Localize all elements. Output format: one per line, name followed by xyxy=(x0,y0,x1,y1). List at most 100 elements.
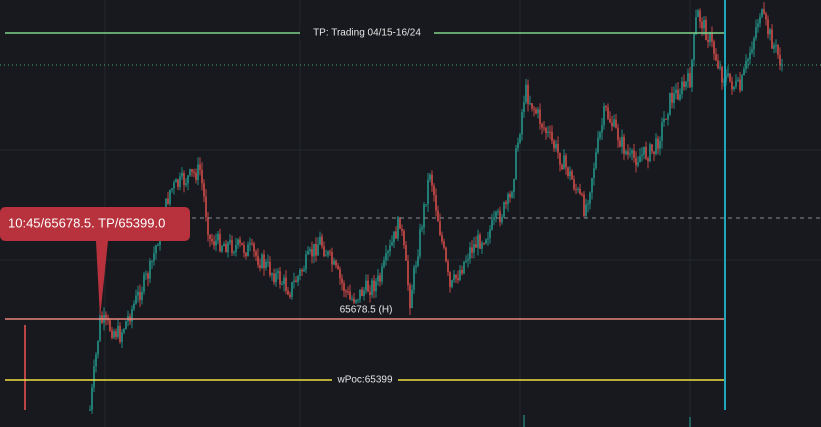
candle-body xyxy=(577,188,579,190)
candle-body xyxy=(701,21,703,29)
candle-body xyxy=(291,282,293,297)
candle-body xyxy=(353,298,355,303)
candle-body xyxy=(781,64,783,66)
candle-body xyxy=(311,249,313,257)
candle-body xyxy=(99,315,101,341)
candle-body xyxy=(455,274,457,279)
candle-body xyxy=(717,60,719,69)
candle-body xyxy=(131,308,133,322)
candle-body xyxy=(467,259,469,261)
candle-body xyxy=(269,261,271,276)
candle-body xyxy=(621,136,623,147)
candle-body xyxy=(247,244,249,257)
candle-body xyxy=(169,189,171,204)
candle-body xyxy=(139,291,141,301)
candle-body xyxy=(185,183,187,185)
candle-body xyxy=(339,269,341,279)
candle-body xyxy=(133,303,135,309)
candle-body xyxy=(505,202,507,205)
candle-body xyxy=(251,243,253,245)
candle-body xyxy=(349,291,351,300)
candle-body xyxy=(319,236,321,245)
candle-body xyxy=(493,217,495,220)
candle-body xyxy=(637,162,639,166)
candle-body xyxy=(293,280,295,283)
candle-body xyxy=(691,59,693,88)
candle-body xyxy=(629,153,631,155)
candle-body xyxy=(531,103,533,109)
candle-body xyxy=(263,254,265,269)
candle-body xyxy=(479,234,481,249)
candle-body xyxy=(447,261,449,273)
candle-body xyxy=(541,123,543,128)
candle-body xyxy=(113,331,115,338)
candle-body xyxy=(517,142,519,149)
candle-body xyxy=(779,55,781,66)
candle-body xyxy=(737,79,739,81)
candle-body xyxy=(693,34,695,60)
candle-body xyxy=(483,243,485,245)
candle-body xyxy=(625,151,627,154)
candle-body xyxy=(649,144,651,162)
candle-body xyxy=(123,329,125,333)
candle-body xyxy=(491,219,493,230)
candle-body xyxy=(453,274,455,281)
candle-body xyxy=(539,109,541,124)
candle-body xyxy=(627,151,629,155)
candle-body xyxy=(417,256,419,266)
candle-body xyxy=(557,143,559,153)
candle-body xyxy=(457,278,459,281)
candle-body xyxy=(373,280,375,292)
candle-body xyxy=(663,118,665,123)
candle-body xyxy=(589,192,591,204)
candle-body xyxy=(545,128,547,133)
candle-body xyxy=(351,298,353,300)
candle-body xyxy=(631,150,633,154)
candle-body xyxy=(305,254,307,270)
candle-body xyxy=(239,239,241,244)
candle-body xyxy=(189,169,191,176)
candle-body xyxy=(543,127,545,129)
candle-body xyxy=(147,273,149,279)
candle-body xyxy=(341,278,343,284)
candle-body xyxy=(209,234,211,239)
candle-body xyxy=(289,294,291,297)
candle-body xyxy=(623,136,625,154)
candle-body xyxy=(179,176,181,187)
candle-body xyxy=(409,285,411,309)
candle-body xyxy=(439,221,441,236)
candle-body xyxy=(149,261,151,279)
candle-body xyxy=(673,93,675,103)
candle-body xyxy=(777,44,779,56)
candle-body xyxy=(527,84,529,104)
candle-body xyxy=(233,251,235,253)
candle-body xyxy=(89,409,91,411)
candle-body xyxy=(201,169,203,184)
candle-body xyxy=(471,247,473,253)
candle-body xyxy=(313,244,315,257)
candle-body xyxy=(639,156,641,163)
candle-body xyxy=(299,269,301,276)
candle-body xyxy=(363,290,365,297)
candle-body xyxy=(533,108,535,110)
candle-body xyxy=(747,59,749,61)
candle-body xyxy=(325,255,327,257)
candle-body xyxy=(695,17,697,35)
candle-body xyxy=(187,175,189,184)
candle-body xyxy=(661,122,663,141)
candle-body xyxy=(749,52,751,60)
candle-body xyxy=(433,185,435,196)
candle-body xyxy=(93,366,95,388)
candle-body xyxy=(617,127,619,141)
candle-body xyxy=(303,269,305,272)
candle-body xyxy=(265,261,267,269)
candle-body xyxy=(449,272,451,288)
candle-body xyxy=(525,84,527,103)
candle-body xyxy=(389,245,391,252)
candle-body xyxy=(609,118,611,123)
candle-body xyxy=(193,171,195,173)
candle-body xyxy=(335,260,337,266)
candle-body xyxy=(403,231,405,246)
candle-body xyxy=(395,231,397,239)
candle-body xyxy=(581,193,583,195)
